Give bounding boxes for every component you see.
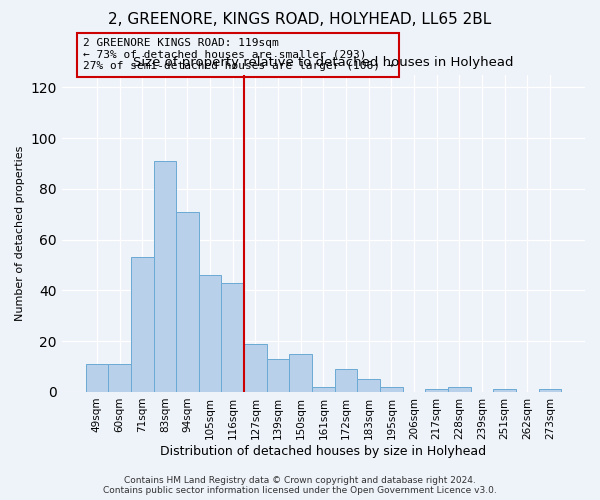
Bar xyxy=(199,275,221,392)
Bar xyxy=(289,354,312,392)
Y-axis label: Number of detached properties: Number of detached properties xyxy=(15,146,25,321)
Bar xyxy=(312,387,335,392)
Text: Contains HM Land Registry data © Crown copyright and database right 2024.
Contai: Contains HM Land Registry data © Crown c… xyxy=(103,476,497,495)
Text: 2, GREENORE, KINGS ROAD, HOLYHEAD, LL65 2BL: 2, GREENORE, KINGS ROAD, HOLYHEAD, LL65 … xyxy=(109,12,491,28)
Bar xyxy=(176,212,199,392)
Bar xyxy=(154,161,176,392)
Bar xyxy=(448,387,470,392)
Bar xyxy=(108,364,131,392)
Bar xyxy=(358,380,380,392)
Bar xyxy=(493,390,516,392)
Title: Size of property relative to detached houses in Holyhead: Size of property relative to detached ho… xyxy=(133,56,514,69)
Bar xyxy=(380,387,403,392)
Bar xyxy=(267,359,289,392)
Bar xyxy=(86,364,108,392)
Bar xyxy=(221,283,244,392)
X-axis label: Distribution of detached houses by size in Holyhead: Distribution of detached houses by size … xyxy=(160,444,487,458)
Bar xyxy=(335,369,358,392)
Text: 2 GREENORE KINGS ROAD: 119sqm
← 73% of detached houses are smaller (293)
27% of : 2 GREENORE KINGS ROAD: 119sqm ← 73% of d… xyxy=(83,38,393,72)
Bar xyxy=(539,390,561,392)
Bar xyxy=(131,258,154,392)
Bar xyxy=(244,344,267,392)
Bar xyxy=(425,390,448,392)
